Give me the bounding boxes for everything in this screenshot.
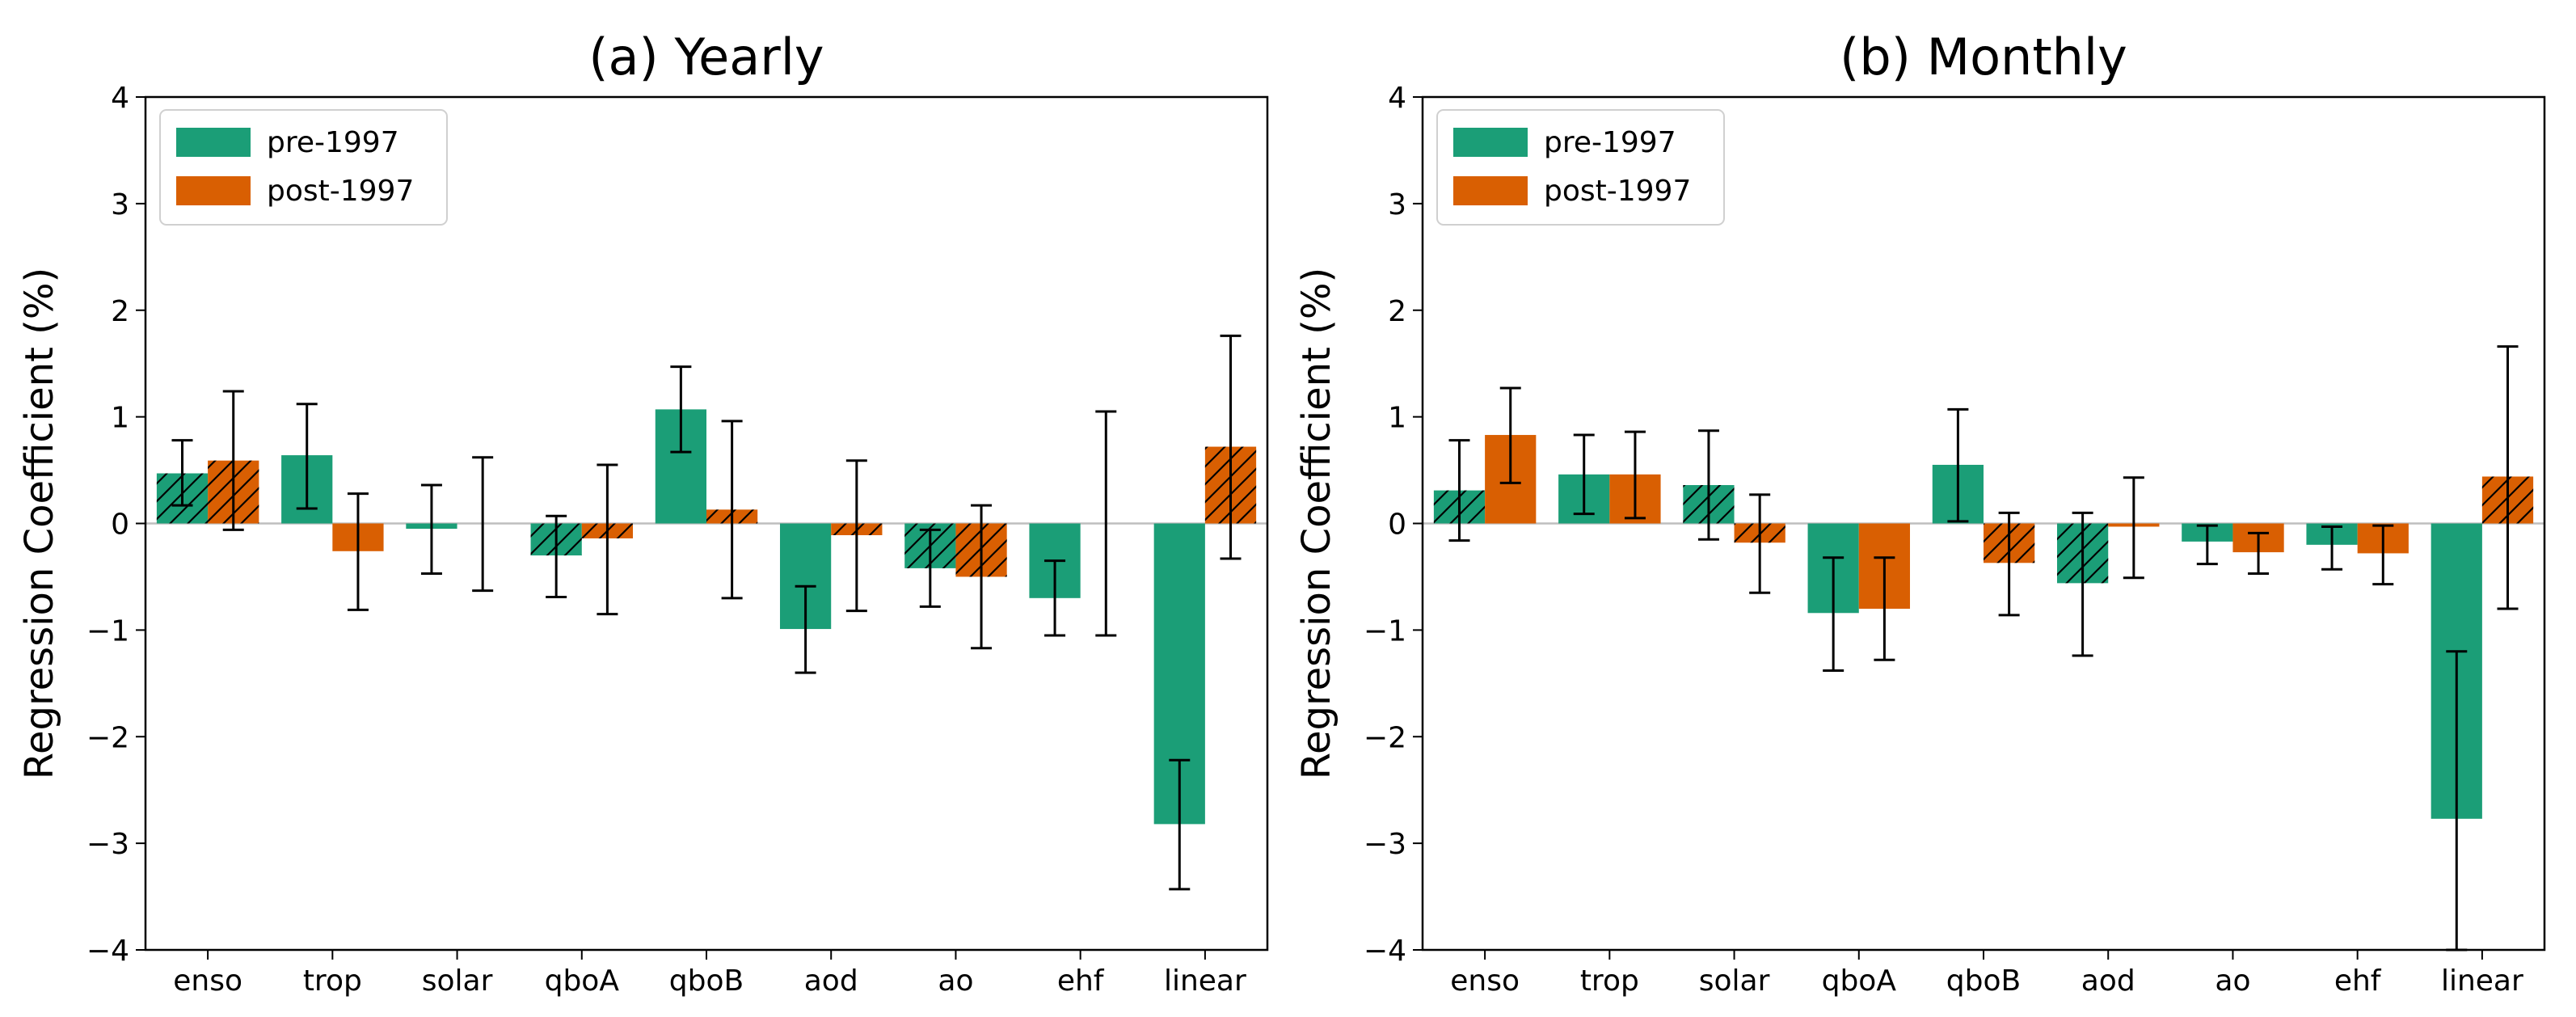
x-tick-label-qboA: qboA: [545, 964, 620, 998]
y-tick-label: 3: [111, 188, 129, 222]
y-tick-label: 4: [1388, 82, 1406, 115]
chart-title: (a) Yearly: [588, 27, 824, 87]
y-tick-label: −1: [1364, 614, 1406, 648]
chart-panel-monthly: (b) Monthly Regression Coefficient (%) −4 −…: [1294, 27, 2546, 998]
x-tick-label-solar: solar: [1699, 964, 1770, 998]
y-tick-label: −2: [86, 721, 129, 754]
y-tick-label: −3: [1364, 828, 1406, 861]
x-tick-label-aod: aod: [804, 964, 858, 998]
x-tick-label-linear: linear: [1164, 964, 1246, 998]
legend: pre-1997 post-1997: [1436, 109, 1725, 226]
x-tick-label-enso: enso: [1450, 964, 1520, 998]
y-tick-label: 1: [111, 402, 129, 435]
x-tick-label-aod: aod: [2081, 964, 2135, 998]
x-tick-label-ao: ao: [2215, 964, 2250, 998]
y-tick-label: −4: [1364, 935, 1406, 968]
x-tick-label-solar: solar: [422, 964, 493, 998]
y-tick-label: 4: [111, 82, 129, 115]
legend-swatch-post-1997: [1453, 176, 1528, 205]
legend-label-pre-1997: pre-1997: [1544, 126, 1676, 159]
chart-panel-yearly: (a) Yearly Regression Coefficient (%) −4 −3…: [17, 27, 1269, 998]
y-tick-label: 3: [1388, 188, 1406, 222]
x-tick-label-qboA: qboA: [1822, 964, 1897, 998]
x-tick-label-ao: ao: [938, 964, 973, 998]
x-tick-label-qboB: qboB: [1946, 964, 2021, 998]
y-tick-label: 2: [1388, 295, 1406, 328]
y-tick-label: 2: [111, 295, 129, 328]
x-tick-label-linear: linear: [2441, 964, 2523, 998]
x-tick-label-trop: trop: [303, 964, 362, 998]
y-axis-label: Regression Coefficient (%): [1294, 268, 1339, 779]
x-tick-label-trop: trop: [1580, 964, 1639, 998]
y-tick-label: −1: [86, 614, 129, 648]
legend-swatch-pre-1997: [176, 128, 251, 157]
y-tick-label: 0: [1388, 508, 1406, 542]
x-tick-label-qboB: qboB: [669, 964, 744, 998]
x-tick-label-enso: enso: [173, 964, 242, 998]
legend-swatch-post-1997: [176, 176, 251, 205]
legend: pre-1997 post-1997: [159, 109, 448, 226]
panels: (a) Yearly Regression Coefficient (%) −4 −3…: [17, 27, 2546, 998]
y-tick-label: −4: [86, 935, 129, 968]
y-tick-label: 0: [111, 508, 129, 542]
x-tick-label-ehf: ehf: [2334, 964, 2382, 998]
legend-label-pre-1997: pre-1997: [267, 126, 399, 159]
y-tick-label: 1: [1388, 402, 1406, 435]
legend-swatch-pre-1997: [1453, 128, 1528, 157]
legend-label-post-1997: post-1997: [1544, 175, 1691, 208]
legend-label-post-1997: post-1997: [267, 175, 414, 208]
y-tick-label: −2: [1364, 721, 1406, 754]
x-tick-label-ehf: ehf: [1057, 964, 1105, 998]
y-tick-label: −3: [86, 828, 129, 861]
chart-title: (b) Monthly: [1840, 27, 2127, 87]
y-axis-label: Regression Coefficient (%): [17, 268, 62, 779]
